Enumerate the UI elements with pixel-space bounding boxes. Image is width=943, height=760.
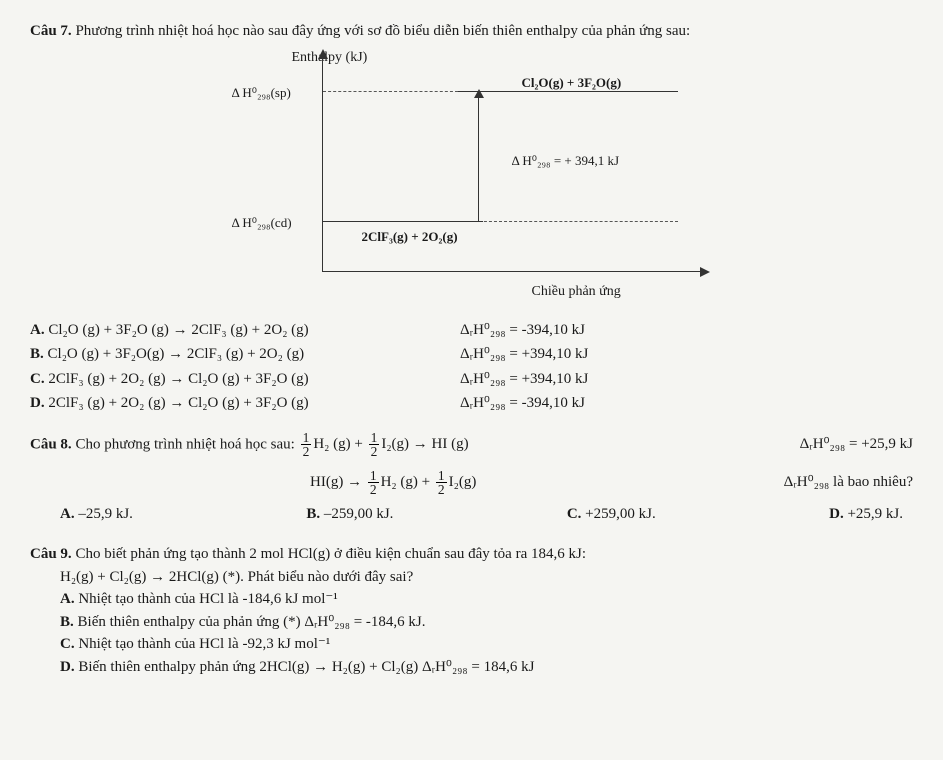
- q7-opt-b: B. Cl₂O (g) + 3F₂O(g) → 2ClF₃ (g) + 2O₂ …: [30, 343, 913, 366]
- q9-opt-b: B. Biến thiên enthalpy của phản ứng (*) …: [30, 611, 913, 634]
- q7-diagram-wrap: Enthalpy (kJ) Chiều phản ứng Δ H⁰₂₉₈(sp)…: [30, 51, 913, 311]
- q8-opt-c: C. +259,00 kJ.: [567, 503, 656, 526]
- q9-line2: H₂(g) + Cl₂(g) → 2HCl(g) (*). Phát biểu …: [30, 566, 913, 589]
- question-9: Câu 9. Cho biết phản ứng tạo thành 2 mol…: [30, 543, 913, 678]
- q7-options: A. Cl₂O (g) + 3F₂O (g) → 2ClF₃ (g) + 2O₂…: [30, 319, 913, 415]
- q7-c-eq: 2ClF₃ (g) + 2O₂ (g) → Cl₂O (g) + 3F₂O (g…: [48, 371, 308, 387]
- q7-title: Câu 7.: [30, 23, 72, 39]
- q7-opt-a: A. Cl₂O (g) + 3F₂O (g) → 2ClF₃ (g) + 2O₂…: [30, 319, 913, 342]
- q8-opt-b: B. –259,00 kJ.: [306, 503, 393, 526]
- x-axis-arrow-icon: [700, 267, 710, 277]
- q8-title: Câu 8.: [30, 436, 72, 452]
- q8-opt-a: A. –25,9 kJ.: [60, 503, 133, 526]
- q8-dh2-question: ΔᵣH⁰₂₉₈ là bao nhiêu?: [784, 471, 913, 494]
- q7-c-dh: ΔᵣH⁰₂₉₈ = +394,10 kJ: [460, 368, 660, 391]
- x-axis-label: Chiều phản ứng: [532, 281, 621, 302]
- q7-b-dh: ΔᵣH⁰₂₉₈ = +394,10 kJ: [460, 343, 660, 366]
- q7-b-eq: Cl₂O (g) + 3F₂O(g) → 2ClF₃ (g) + 2O₂ (g): [48, 346, 305, 362]
- reaction-arrow-line: [478, 91, 479, 221]
- q8-eq2: HI(g) → 12H₂ (g) + 12I₂(g): [310, 474, 476, 490]
- q7-d-dh: ΔᵣH⁰₂₉₈ = -394,10 kJ: [460, 392, 660, 415]
- x-axis-line: [322, 271, 702, 272]
- y-axis-line: [322, 51, 323, 271]
- bottom-species-label: 2ClF₃(g) + 2O₂(g): [362, 227, 458, 247]
- reaction-arrow-head-icon: [474, 89, 484, 98]
- q8-options: A. –25,9 kJ. B. –259,00 kJ. C. +259,00 k…: [30, 503, 913, 526]
- q8-eq1: 12H₂ (g) + 12I₂(g) → HI (g): [299, 436, 469, 452]
- bottom-solid-line: [323, 221, 483, 222]
- q9-title: Câu 9.: [30, 546, 72, 562]
- q7-a-eq: Cl₂O (g) + 3F₂O (g) → 2ClF₃ (g) + 2O₂ (g…: [48, 322, 308, 338]
- enthalpy-diagram: Enthalpy (kJ) Chiều phản ứng Δ H⁰₂₉₈(sp)…: [222, 51, 722, 311]
- q7-opt-c: C. 2ClF₃ (g) + 2O₂ (g) → Cl₂O (g) + 3F₂O…: [30, 368, 913, 391]
- q8-dh1: ΔᵣH⁰₂₉₈ = +25,9 kJ: [800, 433, 913, 456]
- q7-opt-d: D. 2ClF₃ (g) + 2O₂ (g) → Cl₂O (g) + 3F₂O…: [30, 392, 913, 415]
- top-species-label: Cl₂O(g) + 3F₂O(g): [522, 73, 622, 93]
- q8-text: Cho phương trình nhiệt hoá học sau:: [75, 436, 294, 452]
- q9-opt-d: D. Biến thiên enthalpy phản ứng 2HCl(g) …: [30, 656, 913, 679]
- q7-text: Phương trình nhiệt hoá học nào sau đây ứ…: [75, 23, 690, 39]
- question-8: Câu 8. Cho phương trình nhiệt hoá học sa…: [30, 431, 913, 526]
- y-axis-label: Enthalpy (kJ): [292, 47, 368, 68]
- sp-level-label: Δ H⁰₂₉₈(sp): [232, 83, 291, 103]
- q9-line1: Cho biết phản ứng tạo thành 2 mol HCl(g)…: [75, 546, 586, 562]
- q9-opt-a: A. Nhiệt tạo thành của HCl là -184,6 kJ …: [30, 588, 913, 611]
- delta-h-label: Δ H⁰₂₉₈ = + 394,1 kJ: [512, 151, 620, 171]
- question-7: Câu 7. Phương trình nhiệt hoá học nào sa…: [30, 20, 913, 415]
- q7-d-eq: 2ClF₃ (g) + 2O₂ (g) → Cl₂O (g) + 3F₂O (g…: [48, 395, 308, 411]
- y-axis-arrow-icon: [318, 49, 328, 59]
- top-dashed-line: [323, 91, 458, 92]
- q7-a-dh: ΔᵣH⁰₂₉₈ = -394,10 kJ: [460, 319, 660, 342]
- q8-opt-d: D. +25,9 kJ.: [829, 503, 903, 526]
- cd-level-label: Δ H⁰₂₉₈(cd): [232, 213, 292, 233]
- q9-opt-c: C. Nhiệt tạo thành của HCl là -92,3 kJ m…: [30, 633, 913, 656]
